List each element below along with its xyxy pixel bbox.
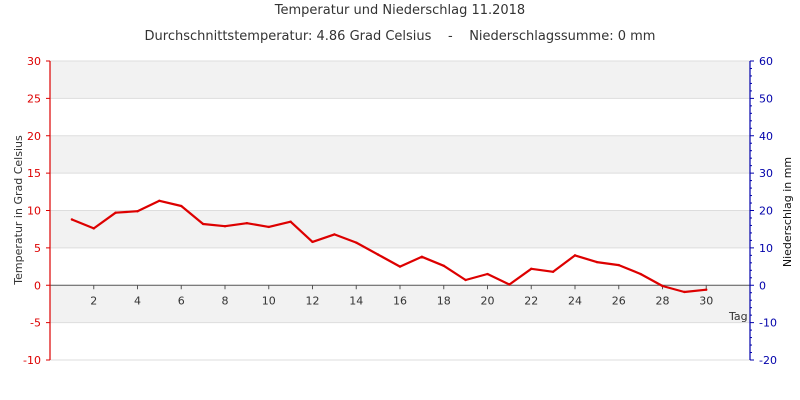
temperature-point [508, 283, 511, 286]
y-tick-label: 0 [34, 279, 41, 292]
y-tick-label: -10 [23, 354, 41, 367]
temperature-point [639, 272, 642, 276]
y2-tick-label: 50 [759, 92, 773, 105]
plot-grid [50, 60, 750, 361]
x-tick-label: 6 [178, 294, 185, 307]
y2-tick-label: 0 [759, 279, 766, 292]
plot-bands [50, 61, 750, 323]
x-tick-label: 18 [437, 294, 451, 307]
temperature-point [530, 267, 533, 271]
x-tick-label: 4 [134, 294, 141, 307]
temperature-line [71, 199, 707, 294]
temperature-point [136, 210, 139, 213]
y2-tick-label: 60 [759, 55, 773, 68]
y-tick-label: 10 [27, 205, 41, 218]
temperature-point [223, 224, 227, 228]
temperature-point [245, 222, 249, 225]
chart-title: Temperatur und Niederschlag 11.2018 [274, 3, 526, 18]
temperature-point [595, 260, 599, 264]
y-tick-label: 5 [34, 242, 41, 255]
y2-tick-label: 30 [759, 167, 773, 180]
x-tick-label: 16 [393, 294, 407, 307]
temperature-point [486, 272, 489, 276]
temperature-point [551, 270, 555, 273]
temperature-point [705, 288, 708, 291]
y2-tick-label: 20 [759, 205, 773, 218]
temperature-point [311, 240, 314, 244]
y2-tick-label: 10 [759, 242, 773, 255]
y-tick-label: 20 [27, 130, 41, 143]
plot-band [50, 61, 750, 99]
temperature-point [267, 225, 270, 229]
x-tick-label: 14 [349, 294, 363, 307]
x-tick-label: 10 [262, 294, 276, 307]
x-tick-label: 12 [306, 294, 320, 307]
x-tick-label: 22 [524, 294, 538, 307]
x-tick-label: 20 [481, 294, 495, 307]
temperature-point [573, 254, 577, 257]
temperature-point [464, 278, 467, 282]
subtitle-precipitation-sum: Niederschlagssumme: 0 mm [469, 29, 656, 44]
y-tick-label: -5 [30, 317, 41, 330]
plot-series [70, 199, 708, 294]
x-tick-label: 26 [612, 294, 626, 307]
temperature-point [201, 222, 205, 226]
temperature-point [398, 265, 402, 268]
plot-band [50, 210, 750, 248]
temperature-point [158, 199, 161, 202]
plot-band [50, 135, 750, 174]
temperature-point [114, 211, 117, 214]
y-tick-label: 15 [27, 167, 41, 180]
x-tick-label: 8 [222, 294, 229, 307]
x-tick-label: 28 [656, 294, 670, 307]
temperature-point [289, 220, 292, 223]
subtitle-separator: - [447, 29, 453, 44]
plot-band [50, 285, 750, 323]
y-tick-label: 25 [27, 92, 41, 105]
y-tick-label: 30 [27, 55, 41, 68]
temperature-point [442, 264, 445, 268]
y2-axis-label: Niederschlag in mm [781, 157, 794, 267]
subtitle-average-temperature: Durchschnittstemperatur: 4.86 Grad Celsi… [144, 29, 432, 44]
y2-tick-label: 40 [759, 130, 773, 143]
temperature-point [661, 284, 664, 288]
x-tick-label: 2 [90, 294, 97, 307]
temperature-point [355, 241, 358, 244]
chart-subtitle: Durchschnittstemperatur: 4.86 Grad Celsi… [0, 29, 800, 44]
x-axis-label: Tag [728, 310, 748, 323]
temperature-point [683, 290, 686, 294]
temperature-point [420, 255, 424, 259]
temperature-point [92, 227, 95, 230]
temperature-point [376, 253, 380, 256]
temperature-point [333, 233, 336, 236]
temperature-point [180, 204, 183, 208]
y2-tick-label: -10 [759, 317, 777, 330]
temperature-point [70, 218, 74, 221]
x-tick-label: 30 [699, 294, 713, 307]
y2-tick-label: -20 [759, 354, 777, 367]
x-tick-label: 24 [568, 294, 582, 307]
y-axis-label: Temperatur in Grad Celsius [12, 135, 25, 286]
temperature-point [617, 263, 620, 267]
